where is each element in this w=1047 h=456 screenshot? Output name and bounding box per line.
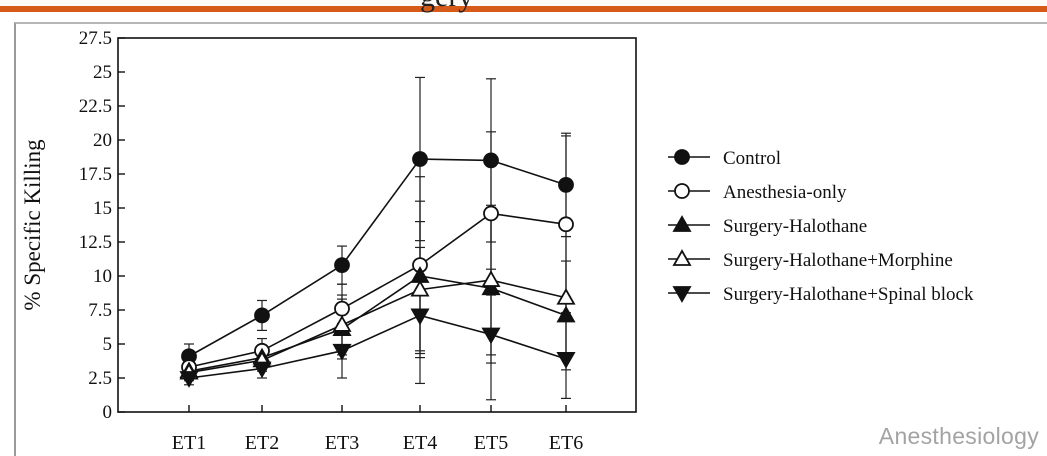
data-point [412, 151, 428, 167]
data-point [334, 300, 350, 317]
data-point [481, 270, 501, 287]
series-line [188, 212, 567, 368]
series-line [188, 279, 567, 374]
x-tick-label: ET1 [172, 432, 206, 454]
y-tick-label: 27.5 [79, 28, 112, 49]
data-point [410, 279, 430, 297]
data-point [558, 216, 574, 233]
data-point [556, 287, 576, 305]
legend-label: Anesthesia-only [723, 182, 847, 203]
series-markers [179, 151, 576, 388]
x-tick-label: ET5 [474, 432, 508, 454]
data-point [179, 371, 199, 388]
data-point [556, 305, 576, 323]
legend-label: Surgery-Halothane+Morphine [723, 250, 953, 271]
data-point [334, 257, 350, 274]
legend: Control Anesthesia-only Surgery-Halothane S… [668, 148, 974, 305]
x-tick-label: ET6 [549, 432, 583, 454]
slide-frame [14, 22, 1047, 456]
series-lines [188, 158, 567, 379]
legend-label: Surgery-Halothane+Spinal block [723, 284, 974, 305]
data-point [481, 278, 501, 296]
x-tick-label: ET2 [245, 432, 279, 454]
data-point [481, 327, 501, 345]
y-tick-label: 15 [93, 198, 112, 219]
y-tick-label: 20 [93, 130, 112, 151]
series-line [188, 158, 567, 357]
data-point [254, 307, 270, 324]
x-tick-label: ET4 [403, 432, 437, 454]
data-point [332, 315, 352, 332]
y-tick-label: 2.5 [88, 368, 112, 389]
legend-label: Control [723, 148, 781, 169]
y-tick-label: 7.5 [88, 300, 112, 321]
y-axis-label: % Specific Killing [20, 139, 45, 311]
data-point [483, 152, 499, 169]
y-tick-label: 0 [103, 402, 113, 423]
legend-marker [674, 183, 690, 199]
x-tick-label: ET3 [325, 432, 359, 454]
legend-marker [672, 215, 692, 232]
data-point [252, 361, 272, 379]
source-label: Anesthesiology [878, 423, 1039, 449]
y-tick-label: 5 [103, 334, 113, 355]
y-axis-ticks: 0 2.5 5 7.5 10 12.5 15 17.5 20 22.5 25 27.5 [79, 28, 125, 423]
y-tick-label: 12.5 [79, 232, 112, 253]
slide-top-bar [0, 0, 1047, 12]
plot-frame [117, 37, 637, 413]
top-bar-white-strip [0, 0, 1047, 6]
legend-marker [674, 149, 690, 165]
legend-label: Surgery-Halothane [723, 216, 867, 237]
x-axis-ticks: ET1 ET2 ET3 ET4 ET5 ET6 [172, 405, 583, 454]
data-point [483, 205, 499, 222]
series-line [188, 275, 567, 372]
y-tick-label: 22.5 [79, 96, 112, 117]
data-point [556, 352, 576, 369]
y-tick-label: 17.5 [79, 164, 112, 185]
data-point [332, 343, 352, 361]
accent-stripe [0, 6, 1047, 12]
data-point [558, 176, 574, 193]
legend-marker [672, 249, 692, 266]
data-point [410, 308, 430, 326]
slide-title-fragment: gery [420, 0, 473, 14]
series-line [188, 314, 567, 379]
y-tick-label: 10 [93, 266, 112, 287]
legend-marker [672, 286, 692, 303]
y-tick-label: 25 [93, 62, 112, 83]
error-bars [184, 76, 571, 401]
